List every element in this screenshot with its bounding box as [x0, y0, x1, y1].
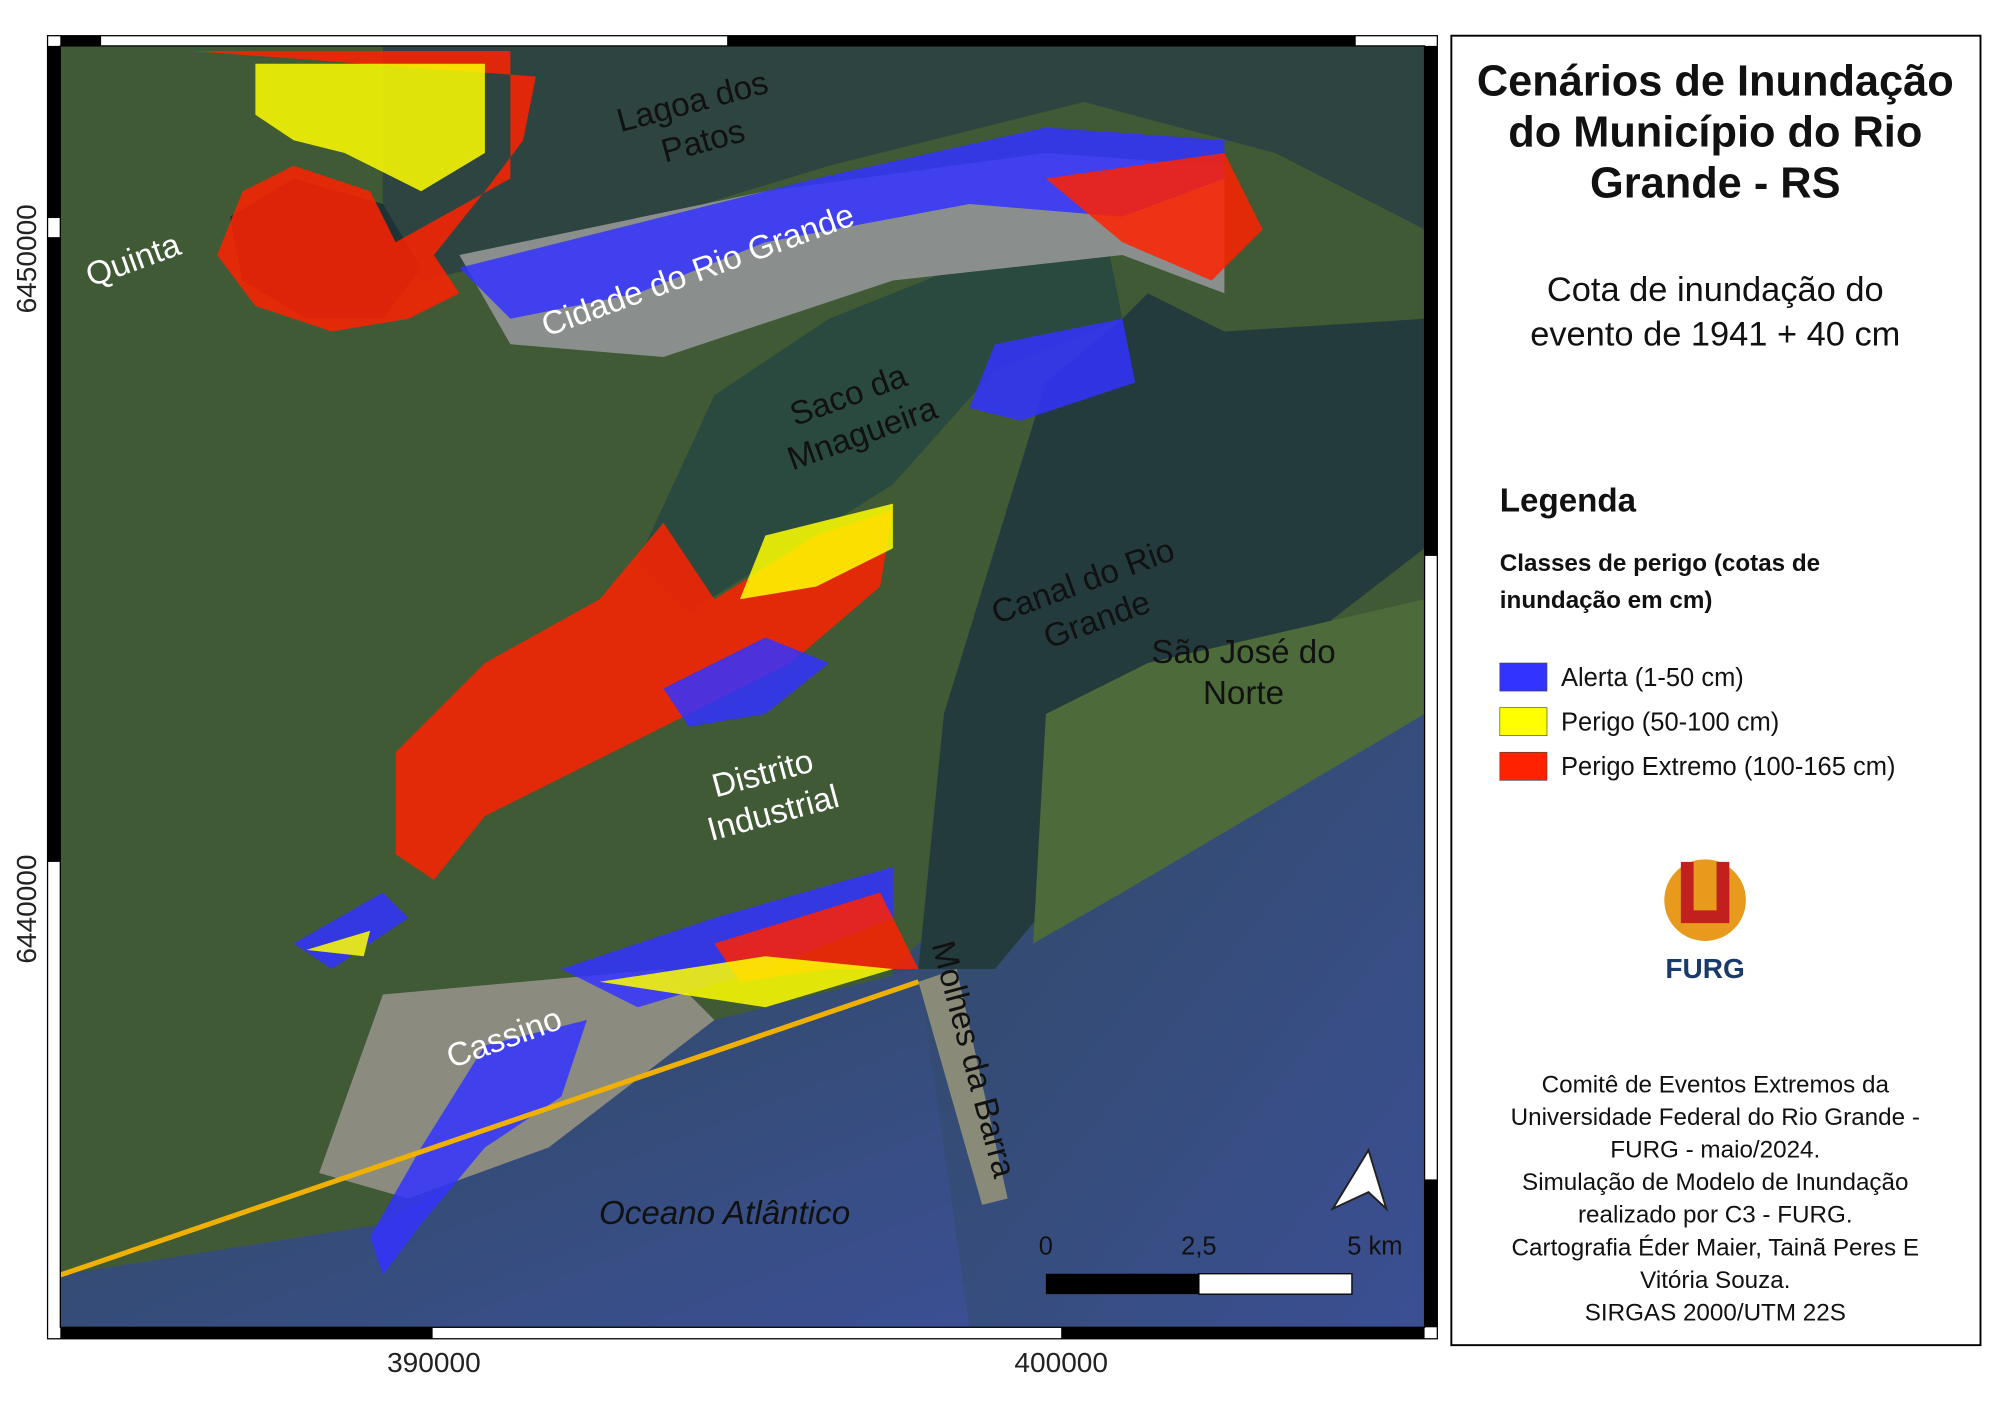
flood-area	[370, 1020, 587, 1276]
credit-line: Simulação de Modelo de Inundação	[1522, 1169, 1908, 1196]
place-line: São José do	[1151, 634, 1335, 671]
subtitle-line: evento de 1941 + 40 cm	[1530, 316, 1900, 354]
molhes	[918, 969, 1008, 1205]
scale-label: 5 km	[1347, 1233, 1402, 1261]
legend-label: Alerta (1-50 cm)	[1561, 664, 1744, 692]
y-coordinate: 6440000	[11, 854, 42, 963]
flood-area	[306, 930, 371, 957]
legend-swatch	[1499, 707, 1548, 737]
flood-area	[395, 510, 893, 880]
sao-jose	[1033, 599, 1425, 944]
flood-area	[191, 51, 536, 332]
credit-line: Universidade Federal do Rio Grande -	[1511, 1104, 1920, 1131]
flood-area	[739, 503, 893, 600]
flood-area	[561, 867, 893, 1008]
x-coordinate: 390000	[387, 1347, 481, 1378]
legend-heading: Legenda	[1500, 482, 1637, 519]
legend-subheading: inundação em cm)	[1500, 587, 1713, 614]
subtitle-line: Cota de inundação do	[1547, 271, 1884, 309]
legend-label: Perigo Extremo (100-165 cm)	[1561, 753, 1895, 781]
place-label: São José do Norte	[1151, 634, 1335, 712]
y-coordinate: 6450000	[11, 204, 42, 313]
flood-area	[599, 956, 893, 1008]
flood-area	[663, 637, 830, 727]
frame-ticks	[47, 35, 1438, 1339]
logo-text: FURG	[1665, 953, 1744, 984]
credit-line: SIRGAS 2000/UTM 22S	[1585, 1299, 1846, 1326]
title-line: Cenários de Inundação	[1477, 58, 1954, 106]
credit-line: realizado por C3 - FURG.	[1578, 1202, 1853, 1229]
scale-label: 0	[1039, 1233, 1053, 1261]
beach	[60, 979, 920, 1278]
scale-label: 2,5	[1181, 1233, 1216, 1261]
flood-area	[255, 63, 485, 192]
legend-swatch	[1499, 662, 1548, 692]
place-line: Norte	[1203, 675, 1284, 712]
title-line: Grande - RS	[1590, 160, 1840, 208]
credit-line: Comitê de Eventos Extremos da	[1542, 1072, 1890, 1099]
title-line: do Município do Rio	[1508, 109, 1922, 157]
flood-area	[969, 318, 1136, 421]
credit-line: Cartografia Éder Maier, Tainã Peres E	[1512, 1234, 1919, 1261]
logo-mark	[1680, 861, 1730, 924]
map-area	[60, 45, 1425, 1328]
flood-layer	[191, 51, 1263, 1276]
place-line: Oceano Atlântico	[599, 1195, 850, 1232]
flood-area	[1045, 153, 1263, 281]
credit-line: Vitória Souza.	[1640, 1267, 1790, 1294]
place-label: Oceano Atlântico	[599, 1195, 850, 1232]
legend-label: Perigo (50-100 cm)	[1561, 709, 1779, 737]
flood-area	[459, 127, 1225, 319]
credit-line: FURG - maio/2024.	[1610, 1137, 1820, 1164]
x-coordinate: 400000	[1014, 1347, 1108, 1378]
saco	[637, 242, 1123, 613]
logo-circle	[1664, 859, 1746, 941]
legend-subheading: Classes de perigo (cotas de	[1500, 550, 1820, 577]
north-arrow	[1330, 1147, 1389, 1212]
legend-swatch	[1499, 751, 1548, 781]
scale-bar-black	[1045, 1273, 1199, 1295]
scale-bar-white	[1198, 1273, 1353, 1295]
